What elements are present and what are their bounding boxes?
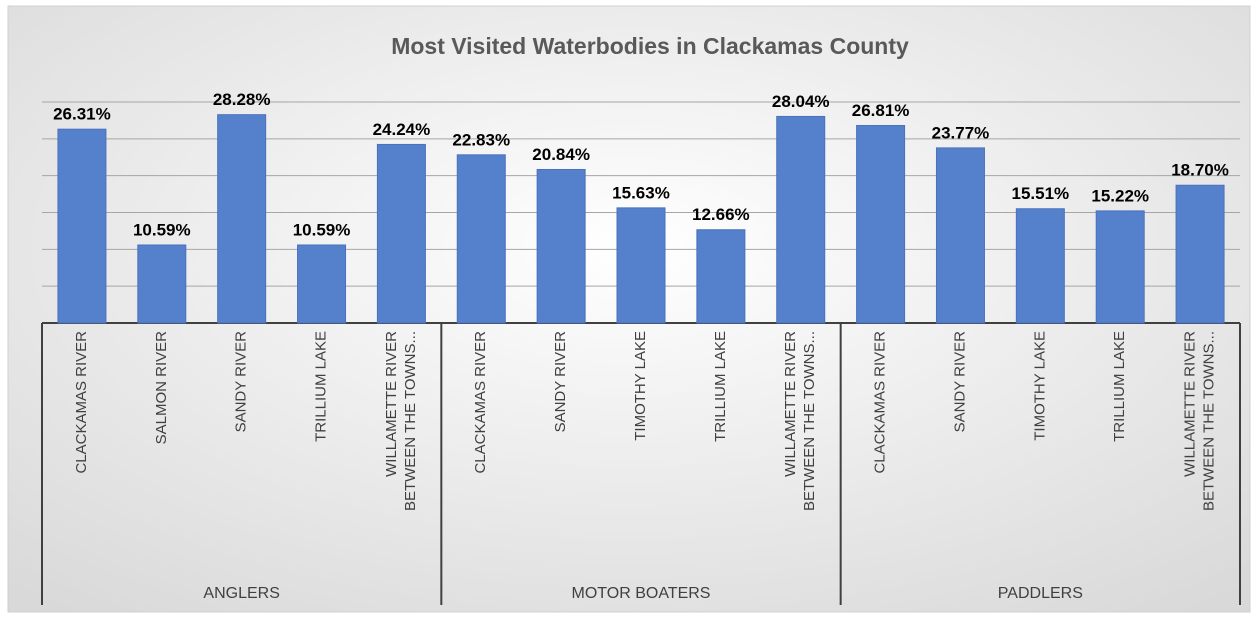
x-tick-label: TIMOTHY LAKE	[1031, 331, 1048, 441]
data-label: 12.66%	[692, 205, 750, 224]
x-tick-label: SALMON RIVER	[153, 331, 170, 445]
data-label: 18.70%	[1171, 161, 1229, 180]
group-label: MOTOR BOATERS	[572, 585, 711, 602]
x-tick-label: TIMOTHY LAKE	[632, 331, 649, 441]
x-tick-label: TRILLIUM LAKE	[313, 331, 330, 442]
bar	[137, 244, 187, 324]
data-label: 23.77%	[932, 123, 990, 142]
data-label: 15.51%	[1011, 184, 1069, 203]
data-label: 15.22%	[1091, 186, 1149, 205]
x-tick-label: SANDY RIVER	[951, 331, 968, 433]
x-tick-label: CLACKAMAS RIVER	[872, 331, 889, 474]
data-label: 24.24%	[373, 120, 431, 139]
bar	[1015, 208, 1065, 324]
bar	[217, 114, 267, 324]
data-label: 15.63%	[612, 183, 670, 202]
data-label: 20.84%	[532, 145, 590, 164]
data-label: 10.59%	[133, 220, 191, 239]
data-label: 10.59%	[293, 220, 351, 239]
x-tick-label: TRILLIUM LAKE	[712, 331, 729, 442]
x-tick-label: CLACKAMAS RIVER	[472, 331, 489, 474]
bar	[1175, 184, 1225, 324]
group-label: ANGLERS	[203, 585, 279, 602]
chart-title: Most Visited Waterbodies in Clackamas Co…	[391, 33, 909, 59]
x-tick-label: SANDY RIVER	[552, 331, 569, 433]
data-label: 22.83%	[452, 130, 510, 149]
x-tick-label: WILLAMETTE RIVER BETWEEN THE TOWNS...	[782, 331, 818, 511]
x-tick-label: CLACKAMAS RIVER	[73, 331, 90, 474]
x-tick-label: SANDY RIVER	[233, 331, 250, 433]
bar	[1095, 210, 1145, 324]
bar	[57, 128, 107, 324]
x-tick-label: TRILLIUM LAKE	[1111, 331, 1128, 442]
bar	[696, 229, 746, 324]
bar	[376, 143, 426, 324]
data-label: 26.31%	[53, 105, 111, 124]
bar	[536, 168, 586, 324]
bar	[935, 147, 985, 324]
bar	[776, 115, 826, 324]
bar	[297, 244, 347, 324]
data-label: 28.28%	[213, 90, 271, 109]
group-label: PADDLERS	[998, 585, 1083, 602]
bar	[616, 207, 666, 324]
x-tick-label: WILLAMETTE RIVER BETWEEN THE TOWNS...	[383, 331, 419, 511]
data-label: 26.81%	[852, 101, 910, 120]
x-tick-label: WILLAMETTE RIVER BETWEEN THE TOWNS...	[1182, 331, 1218, 511]
data-label: 28.04%	[772, 92, 830, 111]
bar	[856, 124, 906, 324]
bar	[456, 154, 506, 324]
